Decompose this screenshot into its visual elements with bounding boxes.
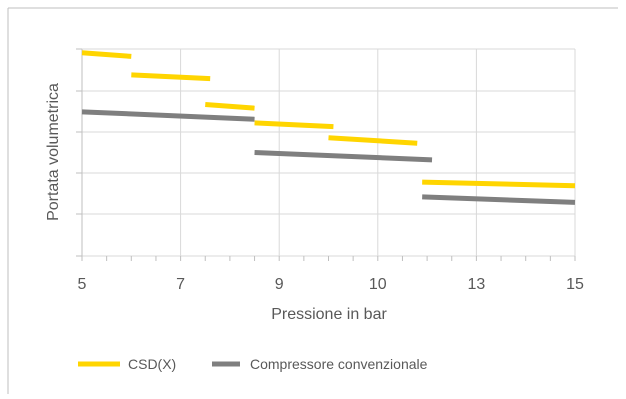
x-tick-label: 15 xyxy=(566,276,584,293)
grid xyxy=(76,48,576,261)
series-segment xyxy=(254,150,433,163)
series-segment xyxy=(81,50,132,59)
legend-label: Compressore convenzionale xyxy=(250,356,428,372)
series-segment xyxy=(205,101,255,111)
series-segment xyxy=(131,72,211,82)
x-tick-label: 10 xyxy=(369,276,387,293)
x-tick-label: 7 xyxy=(176,276,185,293)
y-axis-label: Portata volumetrica xyxy=(45,83,62,221)
x-axis-label: Pressione in bar xyxy=(271,306,387,323)
legend: CSD(X) Compressore convenzionale xyxy=(78,356,428,372)
x-tick-label: 9 xyxy=(275,276,284,293)
series-segment xyxy=(81,109,255,122)
x-tick-label: 5 xyxy=(78,276,87,293)
series-conventional xyxy=(81,109,576,205)
series-csdx xyxy=(81,50,576,189)
series-layer xyxy=(81,50,576,205)
series-segment xyxy=(422,179,576,189)
legend-label: CSD(X) xyxy=(128,356,176,372)
series-segment xyxy=(254,120,334,130)
series-segment xyxy=(422,194,576,205)
series-segment xyxy=(328,135,418,146)
x-ticks: 5 7 9 10 13 15 xyxy=(78,276,584,293)
x-tick-label: 13 xyxy=(468,276,486,293)
